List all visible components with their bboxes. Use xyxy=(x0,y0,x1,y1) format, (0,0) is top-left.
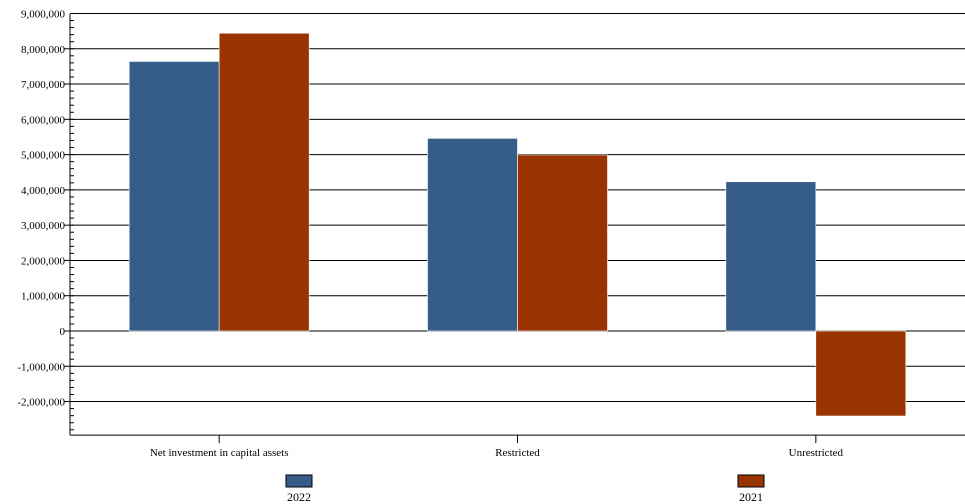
y-tick-label: 6,000,000 xyxy=(21,114,66,126)
x-tick-labels: Net investment in capital assets Restrict… xyxy=(150,447,844,459)
bars xyxy=(128,32,907,417)
legend-swatch-2022 xyxy=(285,474,313,488)
axes xyxy=(64,14,965,444)
y-tick-label: 2,000,000 xyxy=(21,255,66,267)
y-tick-label: 5,000,000 xyxy=(21,150,66,162)
bar-2021-restricted xyxy=(517,154,608,332)
legend: 2022 2021 xyxy=(285,474,765,504)
bar-2022-restricted xyxy=(427,138,518,332)
legend-label-2022: 2022 xyxy=(287,490,311,504)
y-tick-label: 0 xyxy=(60,326,66,338)
y-tick-label: 9,000,000 xyxy=(21,8,66,20)
bar-2021-unrestricted xyxy=(815,330,907,417)
y-tick-label: 1,000,000 xyxy=(21,291,66,303)
y-tick-label: 7,000,000 xyxy=(21,79,66,91)
y-tick-label: -1,000,000 xyxy=(17,361,65,373)
x-tick-label: Unrestricted xyxy=(789,447,844,459)
y-tick-label: -2,000,000 xyxy=(17,397,65,409)
legend-swatch-2021 xyxy=(737,474,765,488)
bar-2022-unrestricted xyxy=(725,181,817,332)
y-tick-label: 8,000,000 xyxy=(21,44,66,56)
x-tick-label: Restricted xyxy=(495,447,540,459)
bar-2021-net-investment-in-capital-assets xyxy=(218,32,310,332)
y-tick-label: 4,000,000 xyxy=(21,185,66,197)
bar-2022-net-investment-in-capital-assets xyxy=(128,61,220,332)
legend-label-2021: 2021 xyxy=(739,490,763,504)
y-tick-labels: 9,000,000 8,000,000 7,000,000 6,000,000 5,00… xyxy=(17,8,65,408)
x-tick-label: Net investment in capital assets xyxy=(150,447,289,459)
y-tick-label: 3,000,000 xyxy=(21,220,66,232)
